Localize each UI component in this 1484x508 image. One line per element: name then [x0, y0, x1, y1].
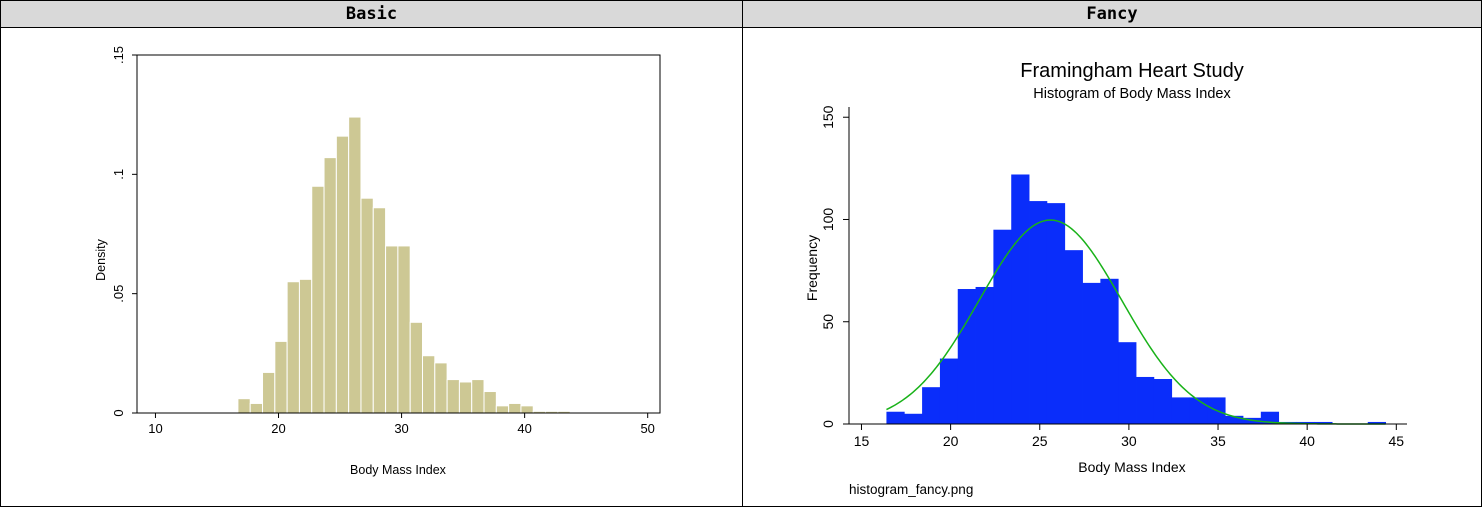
cell-fancy: Framingham Heart Study Histogram of Body… [742, 27, 1482, 507]
histogram-bar [446, 379, 460, 414]
histogram-bar [1046, 203, 1066, 424]
histogram-bar [237, 398, 251, 414]
histogram-bar [1314, 421, 1333, 424]
histogram-bar [372, 207, 387, 414]
x-tick-label: 20 [271, 421, 285, 436]
histogram-bar [993, 229, 1012, 424]
histogram-bar [1153, 379, 1173, 424]
header-basic: Basic [0, 0, 743, 28]
histogram-bar [1189, 397, 1208, 424]
x-tick-label: 30 [394, 421, 408, 436]
plot-frame [136, 54, 661, 414]
histogram-bar [323, 157, 337, 414]
x-axis-label: Body Mass Index [350, 463, 447, 477]
histogram-bar [397, 245, 411, 414]
histogram-bar [1118, 342, 1137, 424]
y-tick-label: .05 [111, 285, 126, 303]
histogram-bar [957, 289, 976, 424]
histogram-bar [1082, 282, 1101, 424]
x-axis-label: Body Mass Index [1078, 459, 1185, 475]
y-tick-label: 50 [820, 314, 836, 330]
histogram-bar [298, 278, 313, 414]
fancy-histogram: Framingham Heart Study Histogram of Body… [804, 60, 1407, 497]
histogram-bar [434, 362, 448, 414]
histogram-bar [348, 116, 362, 414]
x-tick-label: 40 [517, 421, 531, 436]
x-tick-label: 15 [854, 433, 870, 449]
x-tick-label: 40 [1299, 433, 1315, 449]
histogram-bar [495, 405, 510, 414]
x-tick-label: 35 [1210, 433, 1226, 449]
histogram-bar [1100, 278, 1119, 424]
histogram-bar [520, 405, 534, 414]
histogram-bar [262, 371, 276, 414]
histogram-bar [360, 197, 374, 414]
histogram-bar [904, 413, 923, 424]
histogram-bar [975, 286, 994, 424]
x-tick-label: 50 [640, 421, 654, 436]
histogram-bar [311, 185, 325, 414]
histogram-bar [409, 321, 423, 414]
basic-histogram: 10 20 30 40 50 0 .05 .1 .15 Body Mass Index Dens… [94, 46, 661, 477]
histogram-bar [335, 135, 350, 414]
y-tick-label: 150 [820, 105, 836, 129]
histogram-bar [286, 281, 300, 414]
histogram-bar [1064, 250, 1083, 424]
histogram-bar [483, 391, 497, 414]
histogram-bar [249, 402, 264, 414]
header-fancy: Fancy [742, 0, 1482, 28]
histogram-bar [1136, 376, 1155, 424]
histogram-bar [939, 358, 959, 424]
x-tick-label: 20 [943, 433, 959, 449]
histogram-bar [1367, 421, 1387, 424]
histogram-bar [1011, 174, 1030, 424]
histogram-bar [1171, 397, 1190, 424]
x-tick-label: 10 [148, 421, 162, 436]
y-tick-label: 100 [820, 208, 836, 232]
y-tick-label: 0 [820, 420, 836, 428]
histogram-bar [1225, 415, 1244, 424]
histogram-bar [274, 340, 288, 414]
histogram-bar [922, 387, 941, 424]
histogram-bar [508, 402, 522, 414]
y-axis-label: Frequency [804, 235, 820, 301]
x-tick-label: 30 [1121, 433, 1137, 449]
chart-subtitle: Histogram of Body Mass Index [1033, 86, 1231, 102]
y-axis-label: Density [94, 238, 108, 280]
histogram-bar [458, 381, 473, 414]
histogram-bar [1029, 201, 1048, 424]
note-filename: histogram_fancy.png [849, 482, 973, 497]
chart-title: Framingham Heart Study [1020, 60, 1243, 82]
histogram-bar [886, 411, 905, 424]
cell-basic: 10 20 30 40 50 0 .05 .1 .15 Body Mass Index Dens… [0, 27, 743, 507]
y-tick-label: .1 [111, 169, 126, 180]
histogram-bar [385, 245, 399, 414]
x-tick-label: 25 [1032, 433, 1048, 449]
y-tick-label: .15 [111, 46, 126, 64]
x-tick-label: 45 [1389, 433, 1405, 449]
histogram-bar [471, 379, 485, 414]
histogram-bar [421, 355, 436, 414]
y-tick-label: 0 [111, 409, 126, 416]
histogram-bar [1260, 411, 1280, 424]
